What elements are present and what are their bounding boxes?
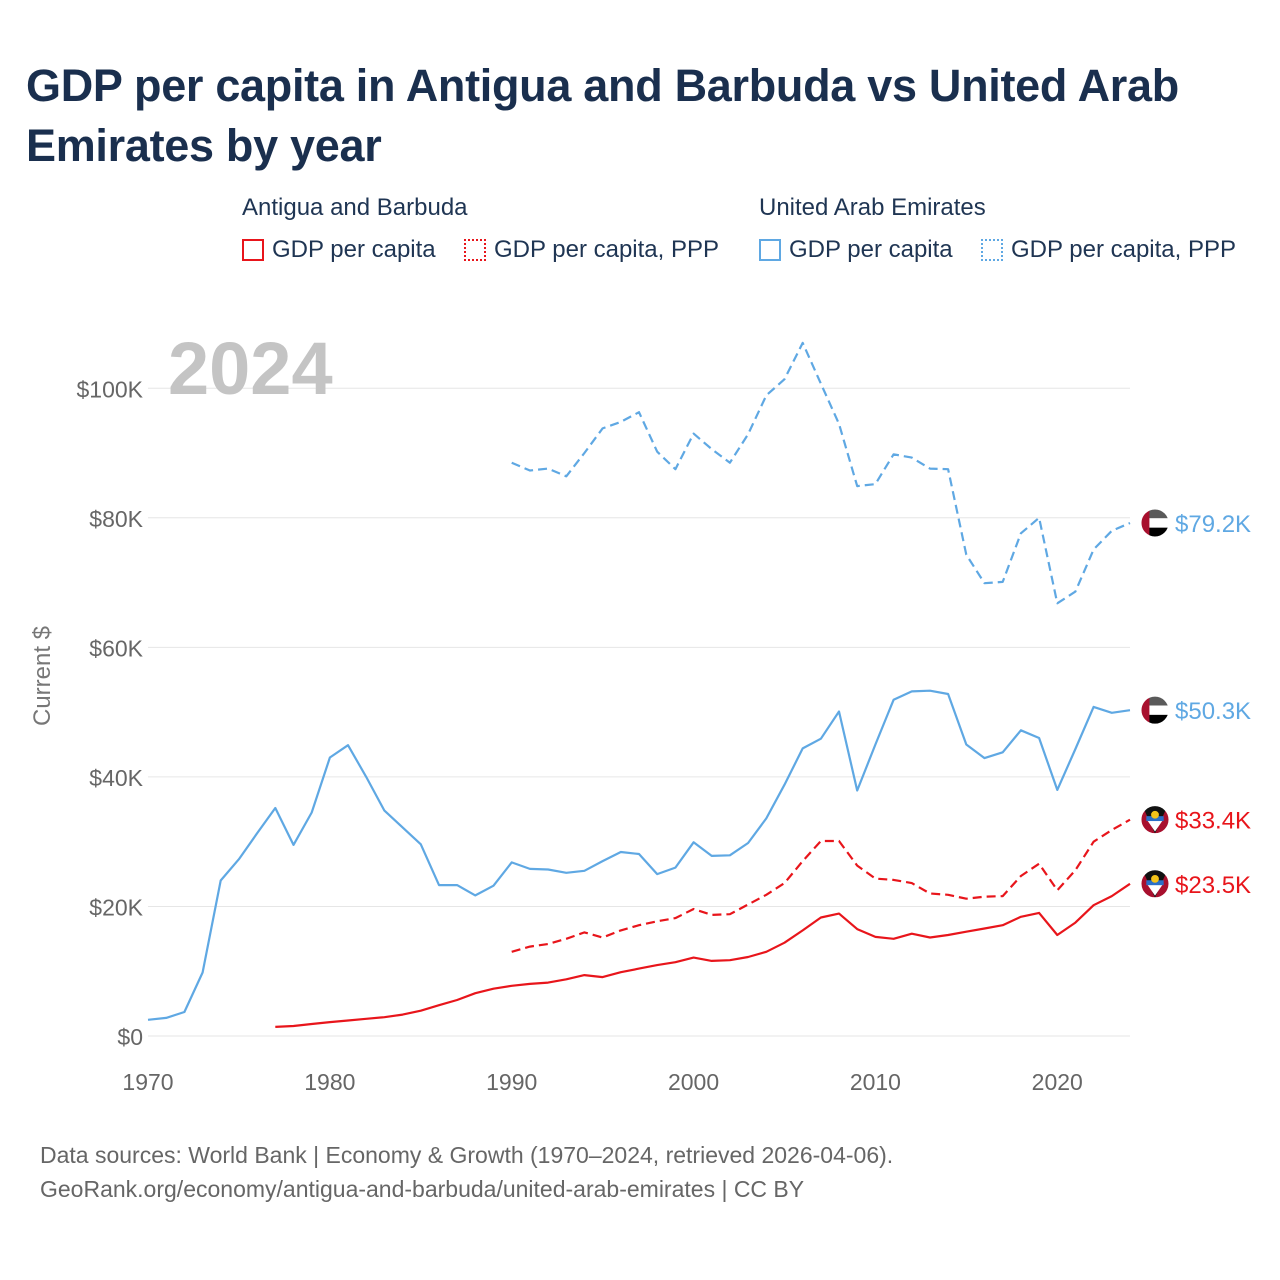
antigua-flag-icon (1140, 869, 1170, 899)
antigua-flag-icon (1140, 805, 1170, 835)
x-tick-label: 2010 (850, 1069, 901, 1095)
y-axis-label: Current $ (29, 626, 56, 726)
series-line-2 (511, 818, 1131, 953)
legend-item-uae-gdp-ppp[interactable]: GDP per capita, PPP (981, 236, 1236, 264)
uae-flag-icon (1140, 508, 1170, 538)
legend-label: GDP per capita (272, 236, 436, 263)
x-tick-label: 1970 (122, 1069, 173, 1095)
end-value-label: $23.5K (1175, 872, 1251, 899)
x-tick-label: 1990 (486, 1069, 537, 1095)
end-value-label: $79.2K (1175, 511, 1251, 538)
y-tick-label: $0 (117, 1024, 143, 1050)
legend-group-title-antigua: Antigua and Barbuda (242, 194, 468, 221)
end-markers: $79.2K $50.3K $33.4K $23.5K (1140, 508, 1251, 899)
data-sources: Data sources: World Bank | Economy & Gro… (40, 1138, 893, 1206)
legend-label: GDP per capita (789, 236, 953, 263)
series-line-0 (511, 341, 1131, 605)
legend-swatch-solid-red (242, 239, 264, 261)
legend-item-uae-gdp[interactable]: GDP per capita (759, 236, 953, 264)
legend-label: GDP per capita, PPP (1011, 236, 1236, 263)
x-axis-ticks: 1970 1980 1990 2000 2010 2020 (122, 1069, 1082, 1095)
legend-label: GDP per capita, PPP (494, 236, 719, 263)
chart-title: GDP per capita in Antigua and Barbuda vs… (26, 60, 1179, 171)
uae-flag-icon (1140, 695, 1170, 725)
x-tick-label: 1980 (304, 1069, 355, 1095)
x-tick-label: 2020 (1032, 1069, 1083, 1095)
sources-line-2[interactable]: GeoRank.org/economy/antigua-and-barbuda/… (40, 1176, 805, 1202)
x-tick-label: 2000 (668, 1069, 719, 1095)
end-value-label: $50.3K (1175, 698, 1251, 725)
legend-item-antigua-gdp[interactable]: GDP per capita (242, 236, 436, 264)
y-tick-label: $20K (89, 894, 143, 920)
series-line-1 (147, 689, 1131, 1021)
y-tick-label: $80K (89, 506, 143, 532)
grid-lines (148, 387, 1130, 1037)
legend-swatch-dotted-blue (981, 239, 1003, 261)
series-line-3 (275, 882, 1131, 1028)
y-tick-label: $100K (76, 376, 143, 402)
year-watermark: 2024 (168, 327, 333, 410)
y-tick-label: $60K (89, 635, 143, 661)
legend-swatch-dotted-red (464, 239, 486, 261)
y-axis-ticks: $0 $20K $40K $60K $80K $100K (76, 376, 143, 1050)
legend-item-antigua-gdp-ppp[interactable]: GDP per capita, PPP (464, 236, 719, 264)
sources-line-1: Data sources: World Bank | Economy & Gro… (40, 1142, 894, 1168)
y-tick-label: $40K (89, 765, 143, 791)
end-value-label: $33.4K (1175, 808, 1251, 835)
series-lines (147, 341, 1131, 1028)
legend-group-title-uae: United Arab Emirates (759, 194, 986, 221)
legend-swatch-solid-blue (759, 239, 781, 261)
